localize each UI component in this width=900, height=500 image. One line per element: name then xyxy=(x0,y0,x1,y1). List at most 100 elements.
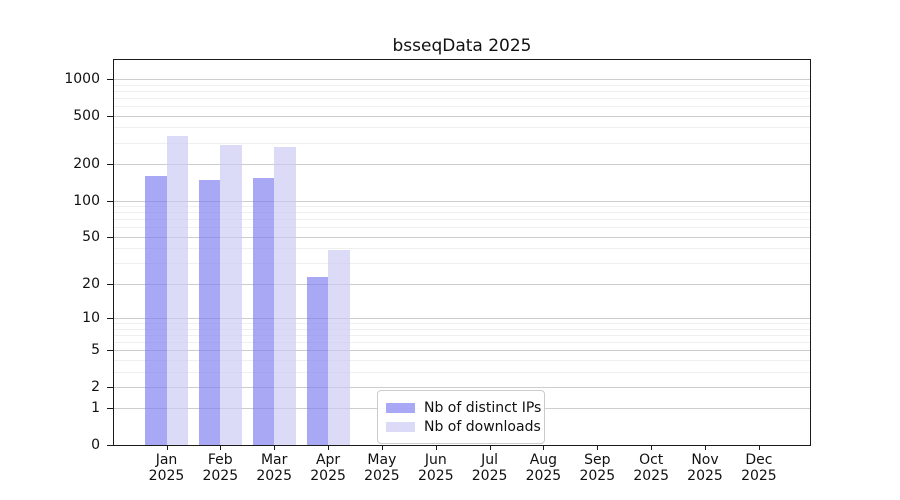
x-tick-year: 2025 xyxy=(741,468,777,484)
x-tick-label-oct: Oct 2025 xyxy=(615,452,687,484)
x-tick-label-jun: Jun 2025 xyxy=(400,452,472,484)
minor-gridline-300 xyxy=(114,142,810,144)
bar-nb-of-distinct-ips-feb xyxy=(198,179,221,445)
y-tick-label-1000: 1000 xyxy=(64,70,100,87)
x-tick-label-mar: Mar 2025 xyxy=(238,452,310,484)
x-tick-month: May xyxy=(367,452,397,468)
y-tick-label-0: 0 xyxy=(91,437,100,453)
x-tick-year: 2025 xyxy=(579,468,616,484)
major-gridline-500 xyxy=(114,115,810,117)
x-tick-label-dec: Dec 2025 xyxy=(723,452,795,484)
x-tick-label-jan: Jan 2025 xyxy=(131,452,203,484)
y-tick-1 xyxy=(107,408,114,410)
bar-nb-of-distinct-ips-mar xyxy=(252,177,275,445)
x-tick-mar xyxy=(274,445,276,450)
minor-gridline-9 xyxy=(114,323,810,324)
minor-gridline-40 xyxy=(114,248,810,250)
x-tick-year: 2025 xyxy=(687,468,723,484)
y-tick-label-500: 500 xyxy=(73,107,100,124)
y-tick-20 xyxy=(107,283,114,285)
x-tick-label-sep: Sep 2025 xyxy=(561,452,633,484)
bar-nb-of-downloads-apr xyxy=(328,249,350,445)
minor-gridline-400 xyxy=(114,127,810,129)
x-tick-month: Dec xyxy=(745,452,773,468)
x-tick-month: Sep xyxy=(584,452,611,468)
x-tick-nov xyxy=(705,445,706,450)
major-gridline-50 xyxy=(114,236,810,238)
legend-label-downloads: Nb of downloads xyxy=(424,418,541,435)
x-tick-month: Jul xyxy=(481,452,499,468)
x-tick-jun xyxy=(435,445,437,450)
y-tick-10 xyxy=(107,318,114,319)
x-tick-label-jul: Jul 2025 xyxy=(454,452,526,484)
legend-entry-distinct-ips: Nb of distinct IPs xyxy=(386,399,541,416)
x-tick-sep xyxy=(597,445,599,450)
minor-gridline-3 xyxy=(114,371,810,373)
x-tick-label-feb: Feb 2025 xyxy=(184,452,256,484)
y-tick-label-2: 2 xyxy=(91,378,100,395)
y-tick-0 xyxy=(107,445,114,446)
x-tick-month: Oct xyxy=(639,452,664,468)
bar-nb-of-downloads-mar xyxy=(274,146,296,445)
minor-gridline-70 xyxy=(114,219,810,221)
major-gridline-200 xyxy=(114,164,810,165)
x-tick-year: 2025 xyxy=(633,468,669,484)
x-tick-year: 2025 xyxy=(471,468,508,484)
x-tick-year: 2025 xyxy=(525,468,562,484)
x-tick-label-nov: Nov 2025 xyxy=(669,452,741,484)
x-tick-jul xyxy=(489,445,491,450)
y-tick-500 xyxy=(107,115,114,117)
x-tick-month: Jun xyxy=(424,452,447,468)
x-tick-month: Apr xyxy=(315,452,341,468)
y-tick-5 xyxy=(107,350,114,352)
y-tick-100 xyxy=(107,200,114,202)
minor-gridline-600 xyxy=(114,106,810,107)
legend-swatch-distinct-ips xyxy=(386,402,415,413)
major-gridline-1000 xyxy=(114,78,810,80)
legend-entry-downloads: Nb of downloads xyxy=(386,418,541,435)
y-tick-label-100: 100 xyxy=(73,192,100,209)
x-tick-month: Feb xyxy=(207,452,233,468)
x-tick-year: 2025 xyxy=(256,468,292,484)
major-gridline-5 xyxy=(114,350,810,352)
minor-gridline-90 xyxy=(114,206,810,207)
y-tick-2 xyxy=(107,386,114,388)
x-tick-feb xyxy=(220,445,222,450)
bar-nb-of-downloads-jan xyxy=(166,136,188,445)
x-tick-year: 2025 xyxy=(364,468,400,484)
major-gridline-100 xyxy=(114,200,810,202)
y-tick-label-50: 50 xyxy=(82,228,100,245)
major-gridline-2 xyxy=(114,386,810,388)
x-tick-may xyxy=(381,445,383,450)
x-tick-aug xyxy=(543,445,545,450)
x-tick-month: Mar xyxy=(260,452,288,468)
major-gridline-20 xyxy=(114,283,810,285)
y-tick-1000 xyxy=(107,78,114,80)
y-tick-label-5: 5 xyxy=(91,342,100,359)
y-tick-label-20: 20 xyxy=(82,275,100,292)
minor-gridline-80 xyxy=(114,212,810,214)
x-tick-month: Nov xyxy=(691,452,719,468)
x-tick-dec xyxy=(758,445,760,450)
y-tick-label-200: 200 xyxy=(73,156,100,172)
minor-gridline-4 xyxy=(114,359,810,361)
x-tick-month: Jan xyxy=(155,452,178,468)
x-tick-year: 2025 xyxy=(310,468,346,484)
bar-nb-of-distinct-ips-jan xyxy=(145,175,167,445)
major-gridline-10 xyxy=(114,318,810,319)
minor-gridline-8 xyxy=(114,328,810,330)
minor-gridline-60 xyxy=(114,227,810,229)
y-tick-50 xyxy=(107,236,114,238)
x-tick-year: 2025 xyxy=(417,468,454,484)
legend-label-distinct-ips: Nb of distinct IPs xyxy=(424,399,542,416)
x-tick-apr xyxy=(328,445,330,450)
x-tick-year: 2025 xyxy=(148,468,185,484)
x-tick-label-apr: Apr 2025 xyxy=(292,452,364,484)
x-tick-year: 2025 xyxy=(202,468,239,484)
minor-gridline-6 xyxy=(114,341,810,343)
bar-nb-of-downloads-feb xyxy=(220,145,242,445)
legend-swatch-downloads xyxy=(386,421,415,432)
chart-title: bsseqData 2025 xyxy=(392,36,532,56)
minor-gridline-700 xyxy=(114,97,810,99)
